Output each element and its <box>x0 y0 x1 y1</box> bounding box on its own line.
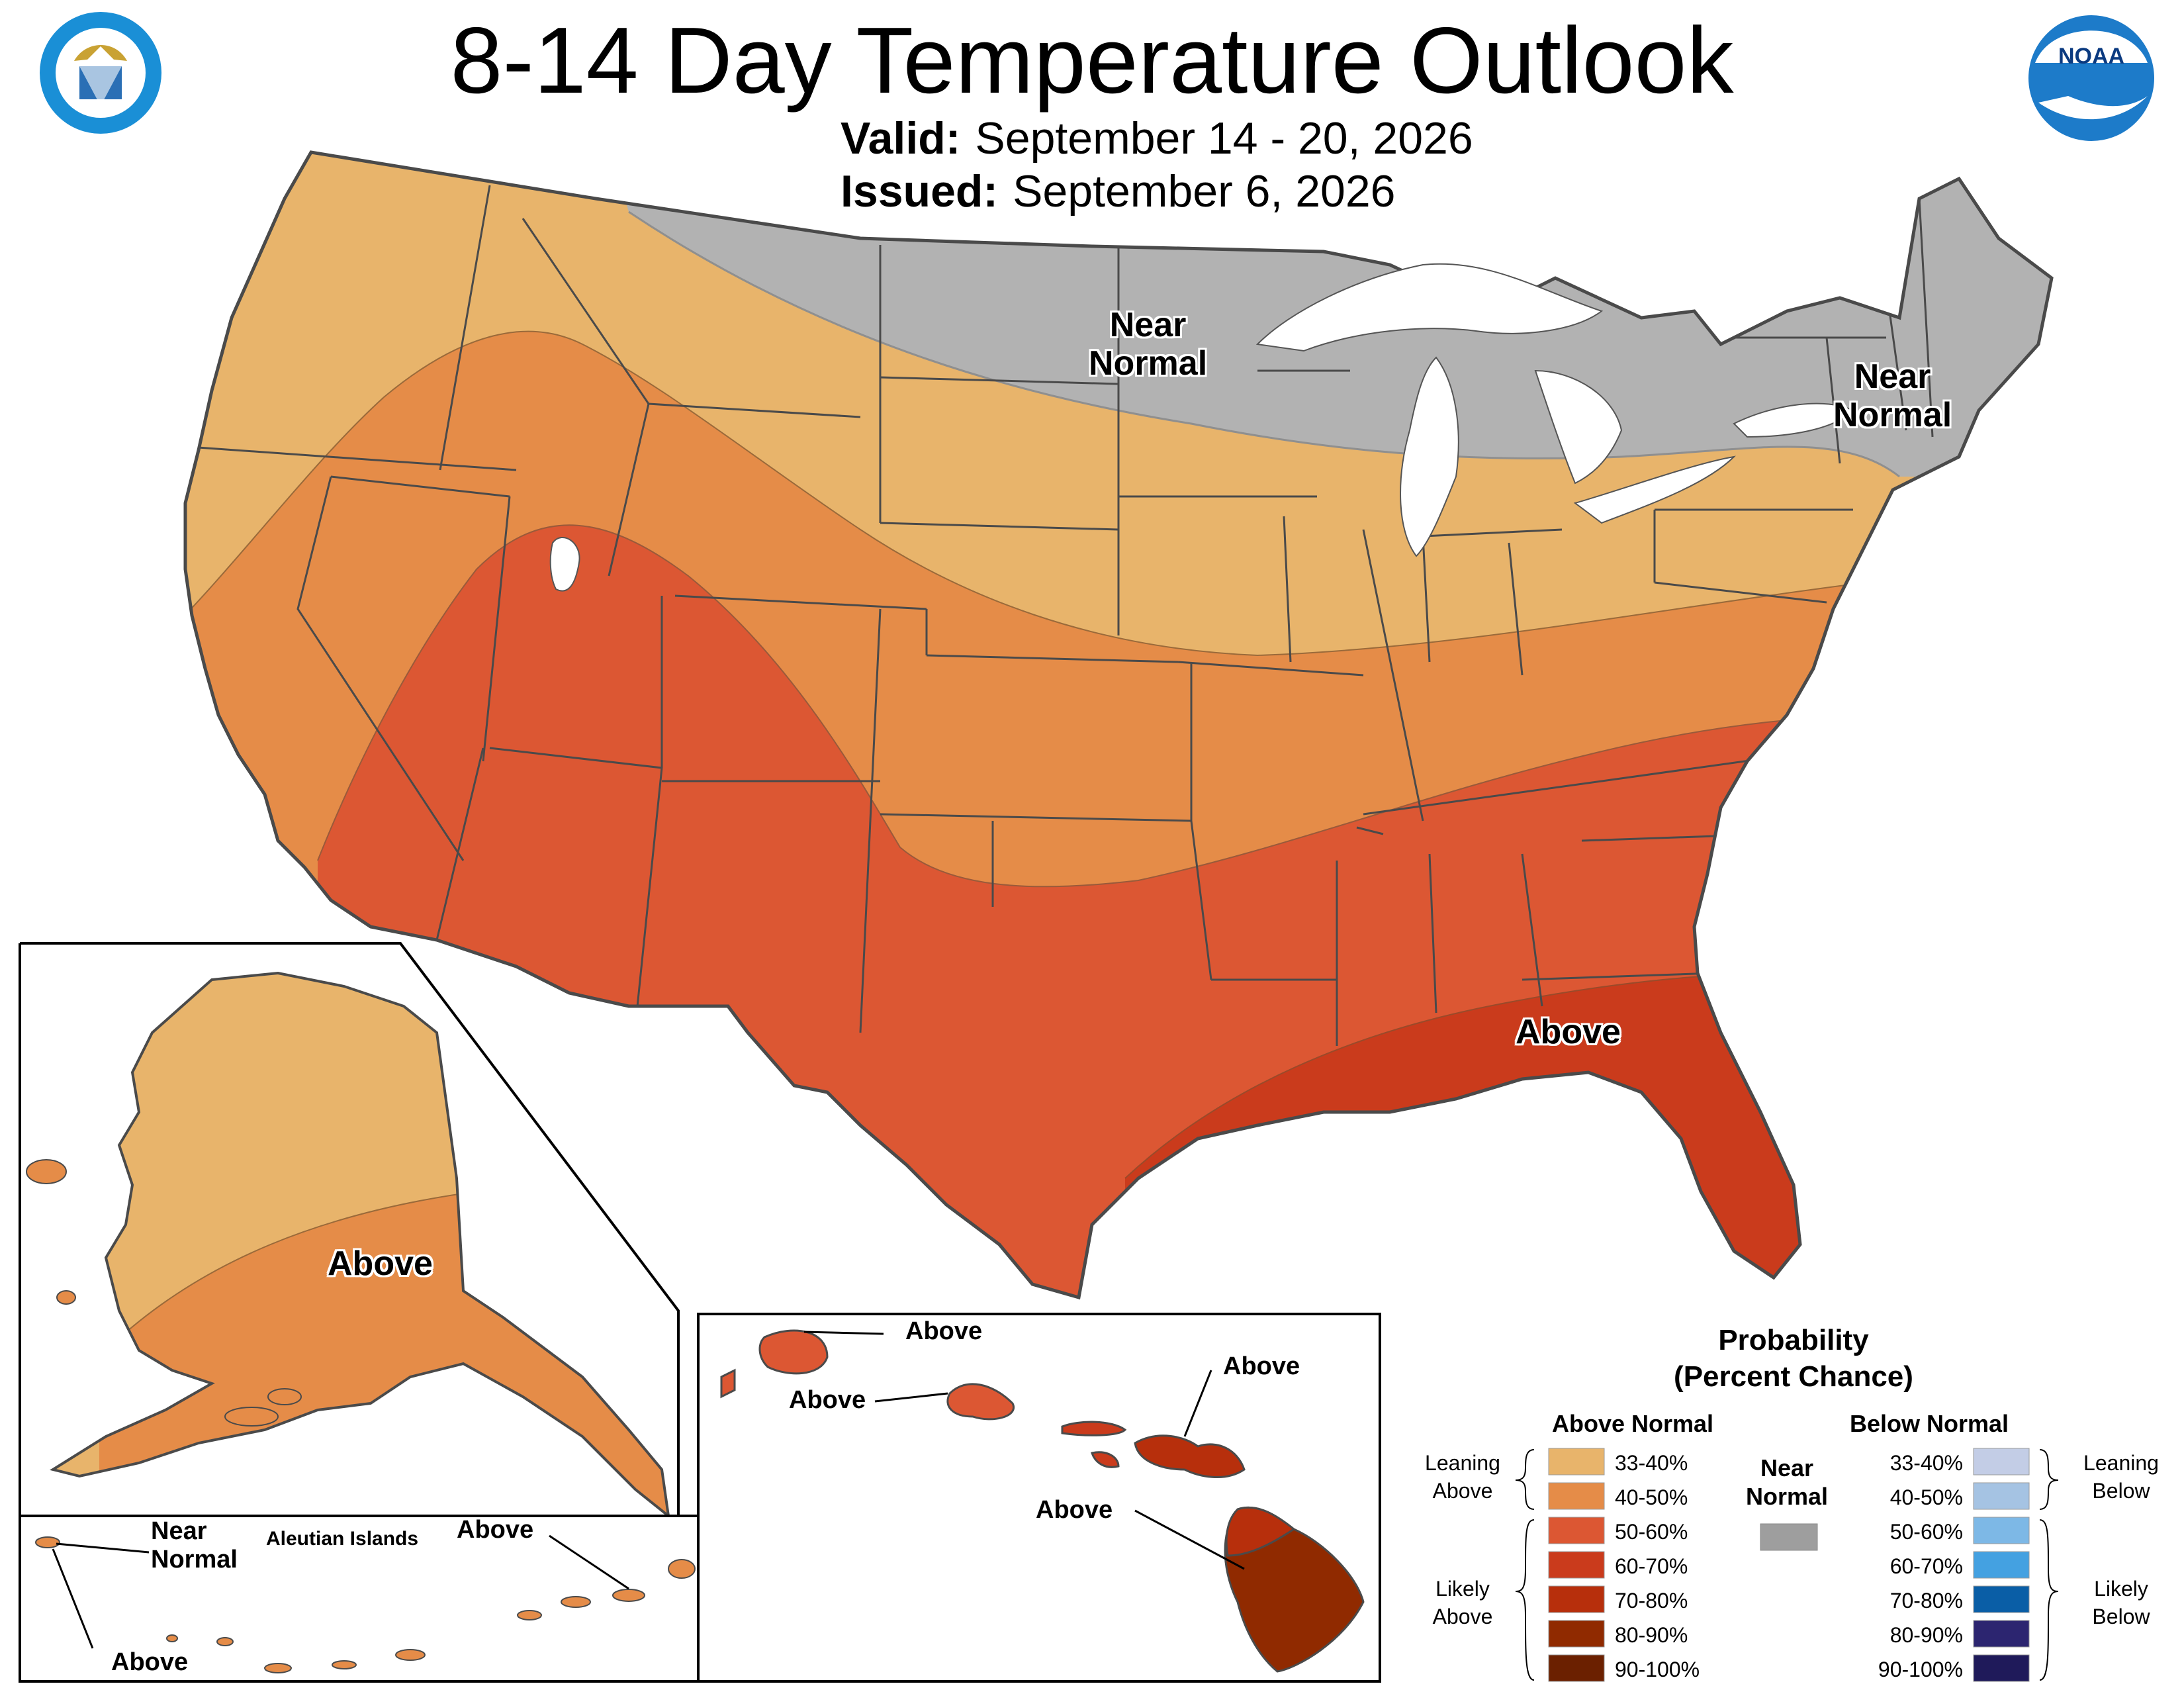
legend-leaning-above: Leaning Above <box>1425 1451 1500 1503</box>
legend-above-row: 50-60% <box>1615 1520 1688 1544</box>
aleutian-islands-title: Aleutian Islands <box>266 1528 419 1550</box>
legend-above-row: 33-40% <box>1615 1451 1688 1475</box>
valid-value: September 14 - 20, 2026 <box>975 113 1473 164</box>
legend-likely-below: Likely Below <box>2092 1577 2150 1628</box>
map-label-alaska: Above <box>328 1244 433 1283</box>
legend-below-row: 80-90% <box>1889 1623 1963 1647</box>
hawaii-islands <box>720 1329 1365 1673</box>
aleutian-label-near-normal: Near Normal <box>151 1517 238 1573</box>
issued-line: Issued: September 6, 2026 <box>841 165 1395 217</box>
map-label-conus-northeast: Near Normal <box>1833 357 1952 435</box>
hawaii-label-maui: Above <box>1223 1352 1300 1380</box>
legend-above-row: 80-90% <box>1615 1623 1688 1647</box>
legend-below-row: 60-70% <box>1889 1554 1963 1578</box>
legend-below-row: 50-60% <box>1889 1520 1963 1544</box>
legend-below-row: 70-80% <box>1889 1589 1963 1613</box>
legend-swatches-above <box>1548 1448 1605 1682</box>
noaa-logo-icon: NOAA <box>2028 15 2154 141</box>
map-label-conus-southeast: Above <box>1516 1013 1621 1051</box>
legend-swatches-below <box>1973 1448 2030 1682</box>
hawaii-label-big-island: Above <box>1036 1496 1113 1524</box>
legend-above-row: 40-50% <box>1615 1485 1688 1509</box>
hawaii-label-oahu: Above <box>789 1386 866 1414</box>
department-of-commerce-seal-icon <box>40 12 161 134</box>
great-lakes <box>549 263 1854 592</box>
legend-swatch-near-normal <box>1760 1523 1818 1551</box>
legend-leaning-below: Leaning Below <box>2083 1451 2159 1503</box>
aleutian-islands <box>35 1536 696 1673</box>
valid-label: Valid: <box>841 113 961 164</box>
legend-below-row: 90-100% <box>1878 1658 1963 1681</box>
map-label-conus-north: Near Normal <box>1089 306 1208 383</box>
legend-heading-above: Above Normal <box>1552 1410 1714 1437</box>
valid-line: Valid: September 14 - 20, 2026 <box>841 113 1473 164</box>
legend-title: Probability (Percent Chance) <box>1674 1324 1913 1393</box>
legend-heading-below: Below Normal <box>1850 1410 2009 1437</box>
noaa-text: NOAA <box>2058 44 2124 69</box>
issued-label: Issued: <box>841 166 999 216</box>
legend-brackets <box>1515 1449 2059 1681</box>
issued-value: September 6, 2026 <box>1013 166 1396 216</box>
legend-likely-above: Likely Above <box>1432 1577 1493 1628</box>
hawaii-label-kauai: Above <box>905 1317 983 1345</box>
legend-above-row: 70-80% <box>1615 1589 1688 1613</box>
page-title: 8-14 Day Temperature Outlook <box>450 8 1734 113</box>
legend-below-row: 33-40% <box>1889 1451 1963 1475</box>
legend-below-row: 40-50% <box>1889 1485 1963 1509</box>
legend-above-row: 90-100% <box>1615 1658 1700 1681</box>
legend-heading-near: Near Normal <box>1746 1454 1829 1511</box>
aleutian-label-east-above: Above <box>457 1516 534 1544</box>
aleutian-label-west-above: Above <box>111 1648 189 1676</box>
legend-above-row: 60-70% <box>1615 1554 1688 1578</box>
